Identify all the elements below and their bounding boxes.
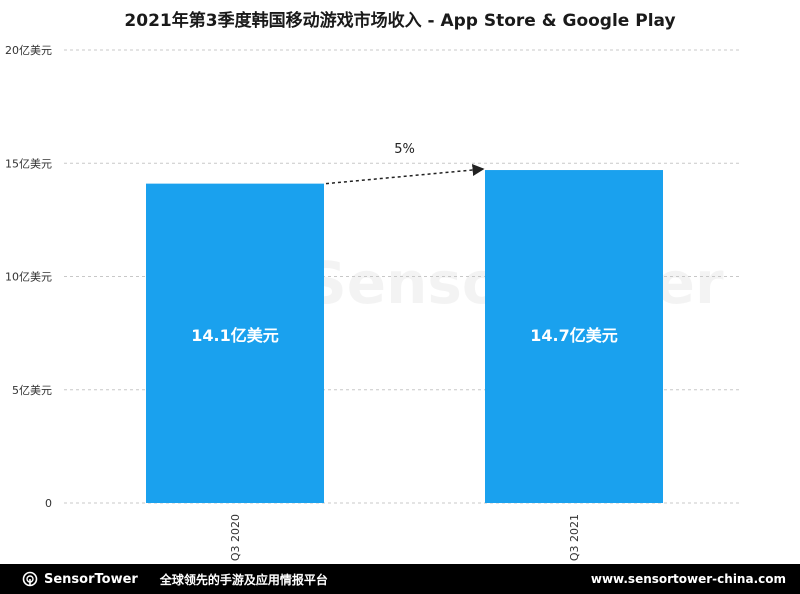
y-tick-label: 20亿美元 bbox=[5, 44, 52, 57]
bar-value-label: 14.1亿美元 bbox=[191, 326, 278, 345]
y-tick-label: 15亿美元 bbox=[5, 157, 52, 170]
x-category-label: Q3 2021 bbox=[568, 514, 581, 561]
y-tick-label: 10亿美元 bbox=[5, 271, 52, 284]
y-tick-label: 5亿美元 bbox=[12, 384, 52, 397]
footer-logo: SensorTower bbox=[22, 571, 138, 587]
footer-brand: SensorTower bbox=[44, 571, 138, 587]
y-tick-label: 0 bbox=[45, 497, 52, 510]
x-category-label: Q3 2020 bbox=[229, 514, 242, 561]
growth-label: 5% bbox=[394, 142, 415, 157]
footer-url: www.sensortower-china.com bbox=[590, 572, 786, 586]
bar bbox=[146, 183, 324, 503]
footer-bar: SensorTower 全球领先的手游及应用情报平台 www.sensortow… bbox=[0, 564, 800, 594]
growth-arrow bbox=[325, 164, 485, 185]
chart-title: 2021年第3季度韩国移动游戏市场收入 - App Store & Google… bbox=[124, 11, 676, 31]
bar bbox=[485, 170, 663, 504]
bar-value-label: 14.7亿美元 bbox=[530, 326, 617, 345]
footer-slogan: 全球领先的手游及应用情报平台 bbox=[159, 572, 328, 587]
sensortower-logo-icon bbox=[22, 571, 38, 587]
